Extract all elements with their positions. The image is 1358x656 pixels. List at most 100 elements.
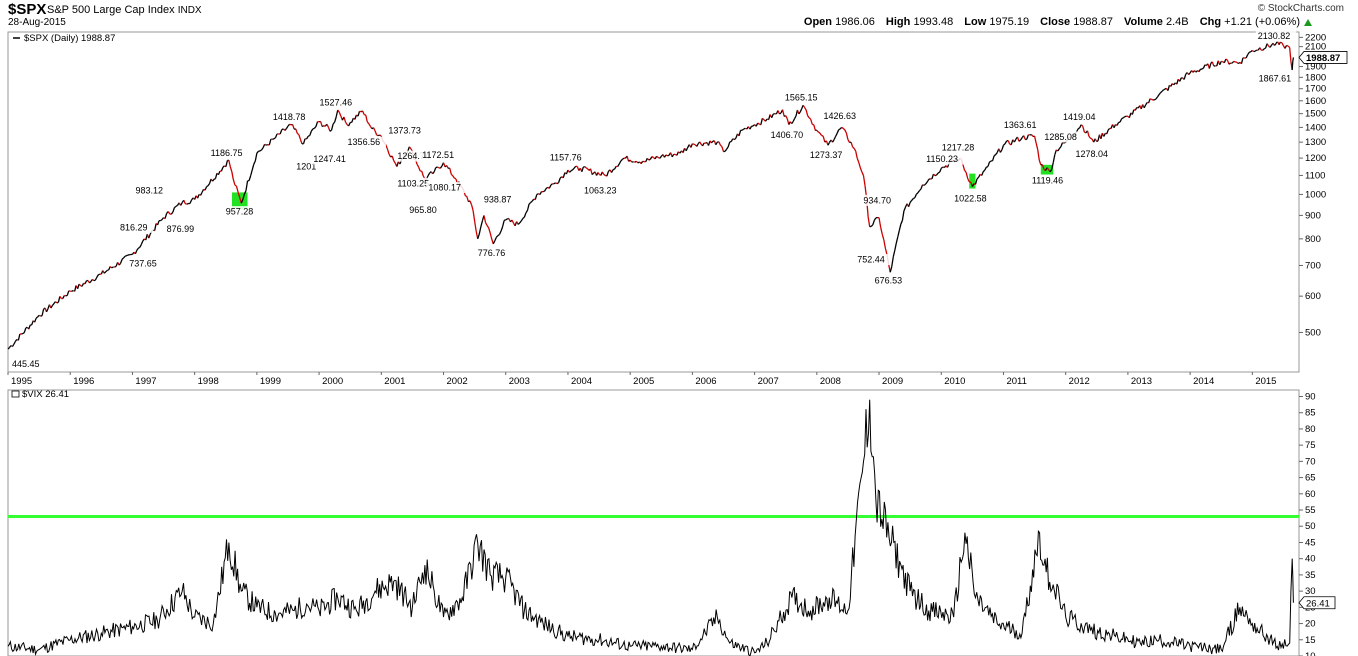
spx-segment (242, 193, 246, 200)
exchange-code: INDX (177, 5, 202, 16)
spx-segment (235, 185, 239, 193)
price-annotation: 1103.25 (397, 178, 429, 188)
spx-y-tick-label: 1900 (1305, 62, 1326, 73)
spx-segment (1291, 61, 1294, 71)
spx-segment (917, 190, 921, 194)
spx-segment (555, 182, 558, 185)
annotation-bg (782, 92, 824, 104)
spx-segment (302, 138, 306, 144)
spx-segment (450, 173, 454, 177)
spx-segment (124, 255, 127, 257)
spx-segment (873, 217, 877, 221)
spx-segment (334, 116, 337, 123)
spx-segment (139, 244, 142, 248)
price-annotation: 816.29 (120, 222, 148, 232)
spx-segment (427, 172, 431, 177)
spx-segment (511, 219, 515, 224)
spx-segment (200, 191, 203, 196)
spx-segment (1254, 49, 1258, 52)
spx-segment (57, 296, 61, 303)
annotation-bg (426, 182, 467, 194)
spx-y-tick-label: 1700 (1305, 84, 1326, 95)
price-annotation: 1426.63 (824, 111, 857, 121)
price-annotation: 676.53 (875, 276, 903, 286)
spx-segment (134, 249, 138, 254)
spx-segment (1143, 104, 1147, 109)
spx-segment (1158, 92, 1162, 96)
spx-segment (808, 117, 812, 120)
low-value: 1975.19 (989, 16, 1030, 28)
spx-segment (281, 128, 284, 131)
spx-segment (1250, 49, 1253, 53)
spx-segment (971, 183, 975, 187)
annotation-bg (872, 275, 908, 287)
annotation-bg (768, 129, 810, 141)
spx-segment (265, 143, 269, 146)
spx-segment (98, 273, 101, 276)
spx-segment (385, 144, 389, 150)
annotation-bg (164, 223, 200, 235)
annotation-bg (952, 192, 993, 204)
vix-y-tick-label: 85 (1305, 408, 1316, 419)
spx-segment (292, 124, 295, 130)
vix-last-value-tag (1298, 596, 1336, 610)
spx-segment (80, 285, 83, 287)
spx-segment (942, 166, 945, 169)
spx-segment (634, 160, 637, 163)
x-tick-label: 2003 (509, 376, 530, 387)
spx-segment (469, 200, 473, 205)
spx-y-tick-label: 1500 (1305, 109, 1326, 120)
spx-segment (180, 202, 183, 206)
spx-segment (799, 108, 803, 113)
spx-segment (368, 123, 371, 127)
price-annotation: 1363.61 (1004, 120, 1037, 130)
spx-segment (974, 178, 978, 185)
spx-segment (520, 218, 524, 222)
spx-segment (881, 233, 885, 240)
spx-y-tick-label: 600 (1305, 291, 1321, 302)
spx-segment (1058, 146, 1062, 149)
spx-segment (1245, 54, 1249, 59)
spx-segment (841, 126, 844, 129)
spx-segment (1013, 138, 1017, 143)
price-annotation: 1565.15 (785, 93, 818, 103)
vix-y-tick-label: 75 (1305, 440, 1316, 451)
spx-segment (1007, 140, 1011, 145)
spx-segment (306, 135, 309, 140)
spx-segment (473, 220, 477, 232)
spx-segment (749, 125, 753, 130)
spx-segment (484, 222, 488, 226)
spx-segment (859, 167, 863, 173)
spx-segment (610, 169, 614, 173)
spx-segment (408, 146, 412, 150)
spx-segment (472, 210, 476, 222)
spx-segment (1049, 169, 1053, 173)
spx-segment (477, 233, 480, 240)
spx-segment (1121, 117, 1124, 120)
annotation-bg (311, 153, 352, 165)
spx-segment (810, 119, 813, 125)
spx-segment (1269, 44, 1273, 48)
annotation-bg (821, 110, 862, 122)
spx-segment (842, 127, 846, 131)
spx-segment (1046, 167, 1050, 171)
spx-segment (140, 240, 144, 245)
spx-segment (142, 238, 145, 242)
annotation-bg (395, 150, 436, 162)
spx-segment (690, 143, 693, 148)
spx-segment (656, 155, 659, 158)
annotation-bg (581, 185, 623, 197)
annotation-bg (10, 358, 46, 370)
spx-segment (337, 109, 340, 113)
buy-signal-highlight (969, 173, 976, 189)
spx-segment (211, 178, 215, 182)
spx-segment (1287, 45, 1291, 49)
spx-y-tick-label: 1300 (1305, 137, 1326, 148)
spx-segment (250, 169, 253, 176)
spx-segment (204, 186, 208, 191)
spx-segment (531, 198, 535, 202)
spx-segment (136, 247, 139, 251)
spx-segment (517, 222, 521, 225)
price-annotation: 957.28 (226, 207, 254, 217)
spx-segment (663, 154, 667, 158)
